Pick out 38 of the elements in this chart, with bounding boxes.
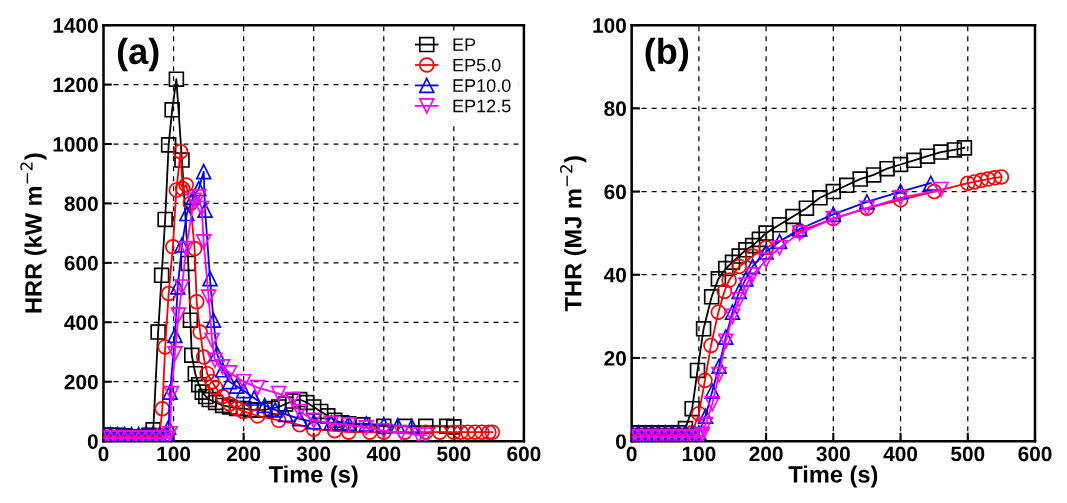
x-tick-label: 300 bbox=[816, 446, 850, 462]
legend-label: EP5.0 bbox=[453, 58, 501, 72]
legend-label: EP bbox=[453, 38, 476, 51]
y-tick-label: 200 bbox=[64, 374, 98, 390]
x-tick-label: 100 bbox=[682, 446, 716, 462]
y-axis-title: HRR (kW m$^{−2}$) bbox=[20, 153, 47, 313]
y-tick-label: 400 bbox=[64, 315, 98, 331]
y-tick-label: 600 bbox=[64, 255, 98, 271]
legend-label: EP10.0 bbox=[453, 79, 511, 92]
x-tick-label: 100 bbox=[157, 446, 191, 462]
y-tick-label: 40 bbox=[603, 267, 626, 283]
y-tick-label: 20 bbox=[604, 350, 626, 366]
x-tick-label: 200 bbox=[749, 446, 783, 462]
x-tick-label: 600 bbox=[507, 446, 541, 462]
x-tick-label: 0 bbox=[98, 446, 109, 462]
x-axis-title: Time (s) bbox=[268, 465, 358, 488]
y-tick-label: 1200 bbox=[53, 77, 98, 93]
y-tick-label: 60 bbox=[604, 184, 626, 200]
y-tick-label: 0 bbox=[87, 434, 98, 449]
x-tick-label: 500 bbox=[951, 446, 985, 462]
y-tick-label: 1400 bbox=[53, 18, 98, 33]
annotation: (b) bbox=[645, 37, 689, 72]
x-tick-label: 200 bbox=[226, 446, 261, 462]
x-tick-label: 500 bbox=[437, 446, 471, 462]
x-tick-label: 400 bbox=[883, 446, 918, 462]
x-tick-label: 600 bbox=[1018, 446, 1052, 462]
x-tick-label: 0 bbox=[626, 446, 637, 462]
y-tick-label: 0 bbox=[616, 434, 626, 449]
annotation: (a) bbox=[117, 37, 159, 72]
y-tick-label: 100 bbox=[593, 18, 626, 33]
x-tick-label: 300 bbox=[296, 446, 331, 462]
x-axis-title: Time (s) bbox=[788, 465, 878, 488]
y-axis-title: THR (MJ m$^{−2}$) bbox=[560, 156, 587, 312]
legend-label: EP12.5 bbox=[453, 99, 511, 113]
y-tick-label: 1000 bbox=[53, 137, 98, 152]
y-tick-label: 800 bbox=[64, 196, 98, 212]
x-tick-label: 400 bbox=[366, 446, 401, 462]
y-tick-label: 80 bbox=[604, 101, 626, 117]
